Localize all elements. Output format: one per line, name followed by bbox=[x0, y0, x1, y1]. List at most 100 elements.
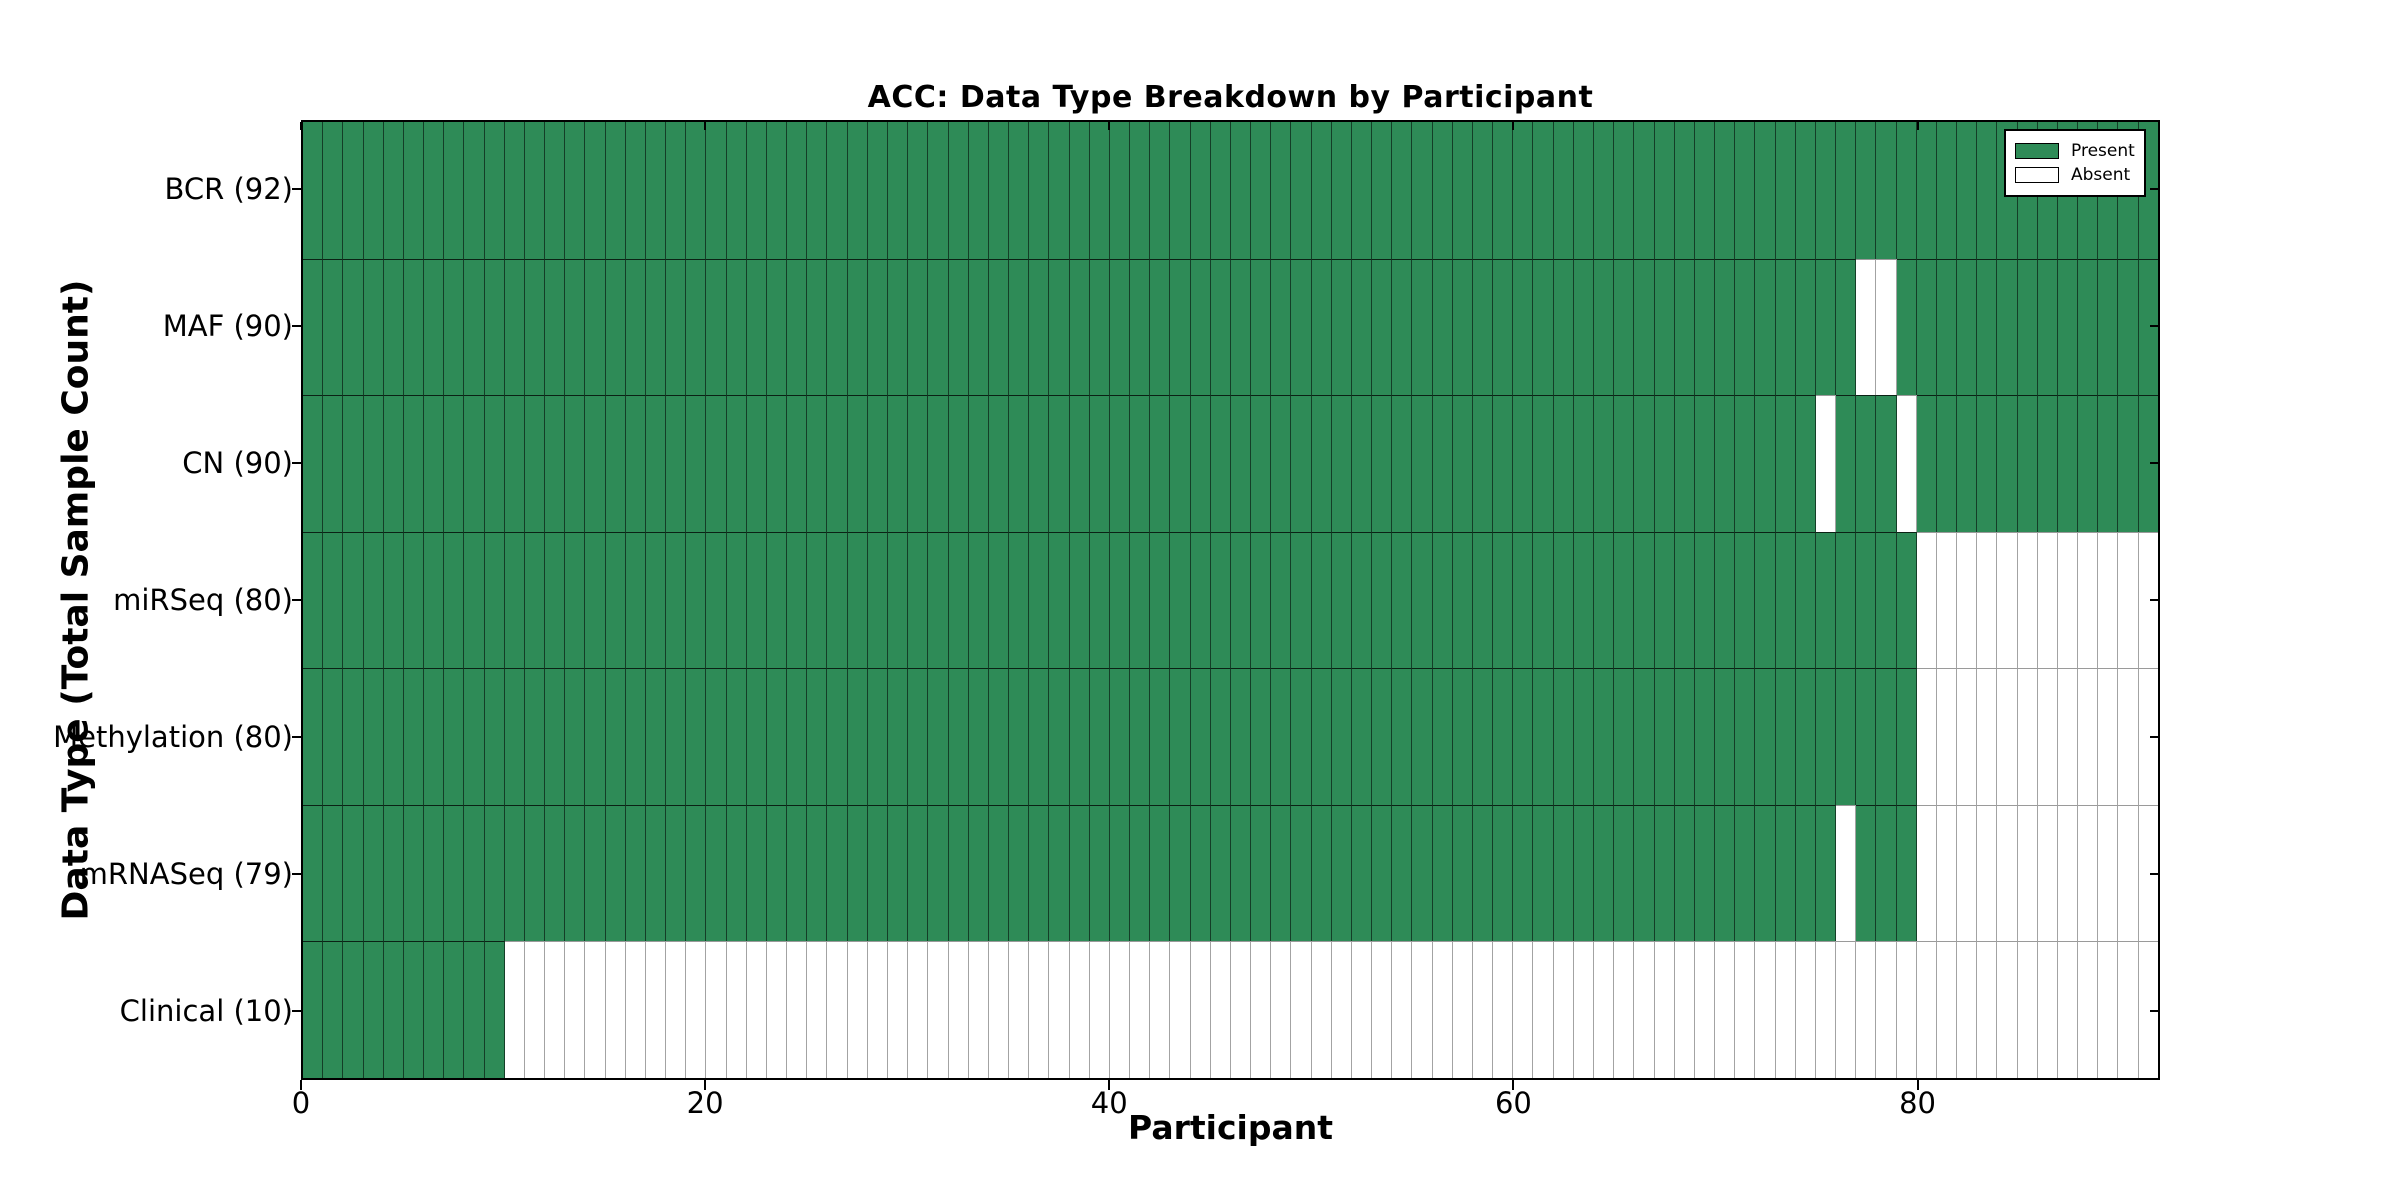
heatmap-cell bbox=[1815, 531, 1837, 669]
heatmap-cell bbox=[1775, 258, 1796, 396]
heatmap-cell bbox=[787, 258, 808, 396]
heatmap-cell bbox=[908, 668, 929, 805]
heatmap-cell bbox=[766, 531, 788, 669]
heatmap-cell bbox=[1553, 941, 1574, 1079]
heatmap-cell bbox=[1049, 804, 1070, 942]
x-tick-mark-top bbox=[1916, 122, 1919, 130]
heatmap-cell bbox=[645, 395, 667, 532]
heatmap-cell bbox=[1372, 668, 1393, 805]
heatmap-cell bbox=[1109, 122, 1131, 259]
heatmap-cell bbox=[625, 804, 646, 942]
heatmap-cell bbox=[2037, 395, 2058, 532]
legend-label: Absent bbox=[2071, 165, 2131, 185]
y-tick-mark-left bbox=[292, 599, 301, 601]
heatmap-cell bbox=[1715, 122, 1736, 259]
heatmap-cell bbox=[1755, 258, 1776, 396]
heatmap-cell bbox=[948, 531, 969, 669]
heatmap-cell bbox=[1694, 395, 1716, 532]
heatmap-cell bbox=[605, 804, 626, 942]
heatmap-cell bbox=[1130, 395, 1151, 532]
heatmap-cell bbox=[444, 941, 465, 1079]
heatmap-cell bbox=[585, 122, 606, 259]
y-tick-label: Methylation (80) bbox=[53, 720, 293, 755]
heatmap-cell bbox=[1351, 804, 1373, 942]
heatmap-cell bbox=[1432, 258, 1453, 396]
heatmap-cell bbox=[1271, 668, 1292, 805]
heatmap-cell bbox=[363, 668, 384, 805]
heatmap-cell bbox=[1130, 804, 1151, 942]
heatmap-cell bbox=[1170, 258, 1191, 396]
heatmap-cell bbox=[726, 395, 747, 532]
heatmap-cell bbox=[504, 395, 525, 532]
heatmap-cell bbox=[1472, 122, 1494, 259]
heatmap-cell bbox=[1372, 122, 1393, 259]
heatmap-cell bbox=[827, 122, 848, 259]
heatmap-cell bbox=[1836, 531, 1857, 669]
heatmap-cell bbox=[424, 258, 445, 396]
heatmap-cell bbox=[444, 258, 465, 396]
heatmap-cell bbox=[1553, 258, 1574, 396]
heatmap-cell bbox=[1977, 804, 1998, 942]
heatmap-cell bbox=[787, 668, 808, 805]
heatmap-cell bbox=[1331, 122, 1352, 259]
heatmap-row bbox=[303, 531, 2158, 669]
heatmap-cell bbox=[1291, 258, 1312, 396]
heatmap-cell bbox=[908, 122, 929, 259]
heatmap-cell bbox=[1876, 804, 1897, 942]
heatmap-cell bbox=[1533, 531, 1554, 669]
heatmap-cell bbox=[1735, 122, 1756, 259]
y-tick-mark-left bbox=[292, 1010, 301, 1013]
heatmap-cell bbox=[1271, 122, 1292, 259]
heatmap-cell bbox=[1130, 531, 1151, 669]
heatmap-cell bbox=[1634, 122, 1655, 259]
x-tick-mark-top bbox=[1108, 122, 1111, 130]
heatmap-cell bbox=[1936, 395, 1958, 532]
heatmap-cell bbox=[827, 531, 848, 669]
heatmap-cell bbox=[504, 941, 525, 1079]
heatmap-cell bbox=[1049, 395, 1070, 532]
heatmap-cell bbox=[867, 122, 888, 259]
heatmap-cell bbox=[1795, 122, 1816, 259]
heatmap-cell bbox=[1271, 258, 1292, 396]
heatmap-cell bbox=[545, 804, 566, 942]
heatmap-cell bbox=[1452, 668, 1473, 805]
heatmap-cell bbox=[1109, 804, 1131, 942]
heatmap-cell bbox=[746, 122, 767, 259]
heatmap-cell bbox=[847, 258, 868, 396]
heatmap-cell bbox=[625, 941, 646, 1079]
heatmap-cell bbox=[686, 258, 707, 396]
x-tick-mark-bottom bbox=[300, 1080, 302, 1090]
heatmap-cell bbox=[706, 395, 727, 532]
heatmap-cell bbox=[2118, 668, 2139, 805]
heatmap-cell bbox=[1836, 395, 1857, 532]
heatmap-cell bbox=[847, 804, 868, 942]
heatmap-cell bbox=[1009, 531, 1030, 669]
heatmap-cell bbox=[2138, 531, 2158, 669]
heatmap-cell bbox=[464, 258, 485, 396]
heatmap-cell bbox=[666, 668, 687, 805]
heatmap-cell bbox=[1977, 531, 1998, 669]
heatmap-cell bbox=[1130, 941, 1151, 1079]
heatmap-cell bbox=[484, 668, 505, 805]
heatmap-cell bbox=[383, 122, 404, 259]
heatmap-cell bbox=[1795, 258, 1816, 396]
heatmap-cell bbox=[1412, 668, 1433, 805]
heatmap-cell bbox=[605, 668, 626, 805]
heatmap-cell bbox=[323, 122, 344, 259]
heatmap-cell bbox=[1755, 395, 1776, 532]
heatmap-cell bbox=[1573, 804, 1594, 942]
heatmap-cell bbox=[928, 804, 949, 942]
heatmap-cell bbox=[504, 122, 525, 259]
heatmap-cell bbox=[565, 941, 586, 1079]
heatmap-cell bbox=[666, 804, 687, 942]
heatmap-cell bbox=[988, 941, 1010, 1079]
heatmap-cell bbox=[2078, 258, 2099, 396]
x-tick-mark-bottom bbox=[704, 1080, 707, 1090]
heatmap-cell bbox=[1089, 122, 1110, 259]
heatmap-cell bbox=[968, 941, 989, 1079]
heatmap-cell bbox=[1210, 941, 1231, 1079]
heatmap-cell bbox=[2078, 531, 2099, 669]
heatmap-cell bbox=[1654, 122, 1675, 259]
y-tick-mark-right bbox=[2150, 1010, 2158, 1013]
